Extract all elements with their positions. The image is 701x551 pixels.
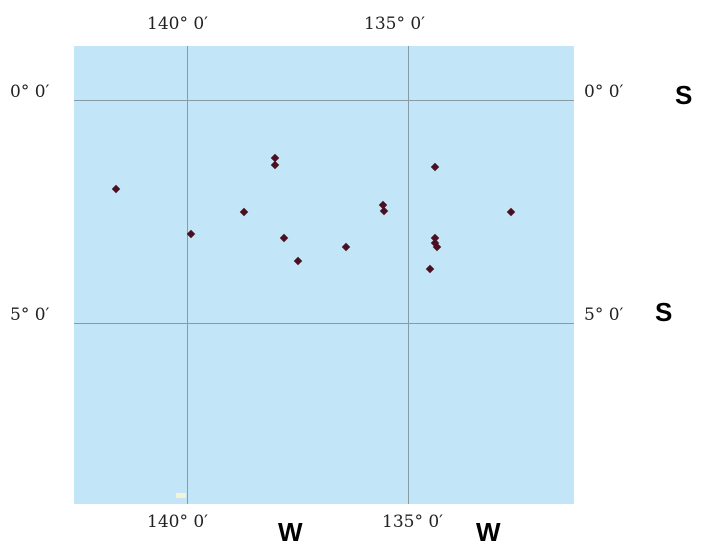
bottom-longitude-label-140: 140° 0′ <box>147 512 209 532</box>
top-longitude-label-140: 140° 0′ <box>147 14 209 34</box>
direction-w-right: W <box>476 517 501 547</box>
data-point <box>186 229 196 239</box>
bottom-longitude-label-135: 135° 0′ <box>382 512 444 532</box>
data-point <box>240 207 249 216</box>
direction-s-top: S <box>675 80 693 110</box>
direction-w-left: W <box>278 517 303 547</box>
gridline-lat-5 <box>74 323 574 324</box>
map-panel[interactable] <box>74 46 574 504</box>
data-point <box>430 162 439 172</box>
data-point <box>279 234 289 243</box>
data-point <box>432 242 441 252</box>
gridline-lon-140 <box>187 46 188 504</box>
small-marker <box>176 493 186 498</box>
left-latitude-label-0: 0° 0′ <box>10 82 50 102</box>
left-latitude-label-5: 5° 0′ <box>10 305 50 325</box>
gridline-lon-135 <box>408 46 409 504</box>
data-point <box>506 207 516 217</box>
top-longitude-label-135: 135° 0′ <box>364 14 426 34</box>
right-latitude-label-5: 5° 0′ <box>584 305 624 325</box>
data-point <box>271 160 280 169</box>
direction-s-bottom: S <box>655 297 673 327</box>
data-point <box>293 256 302 265</box>
data-point <box>425 265 435 274</box>
data-point <box>112 184 121 194</box>
right-latitude-label-0: 0° 0′ <box>584 82 624 102</box>
gridline-lat-0 <box>74 100 574 101</box>
data-point <box>341 242 351 252</box>
data-point <box>379 206 389 216</box>
